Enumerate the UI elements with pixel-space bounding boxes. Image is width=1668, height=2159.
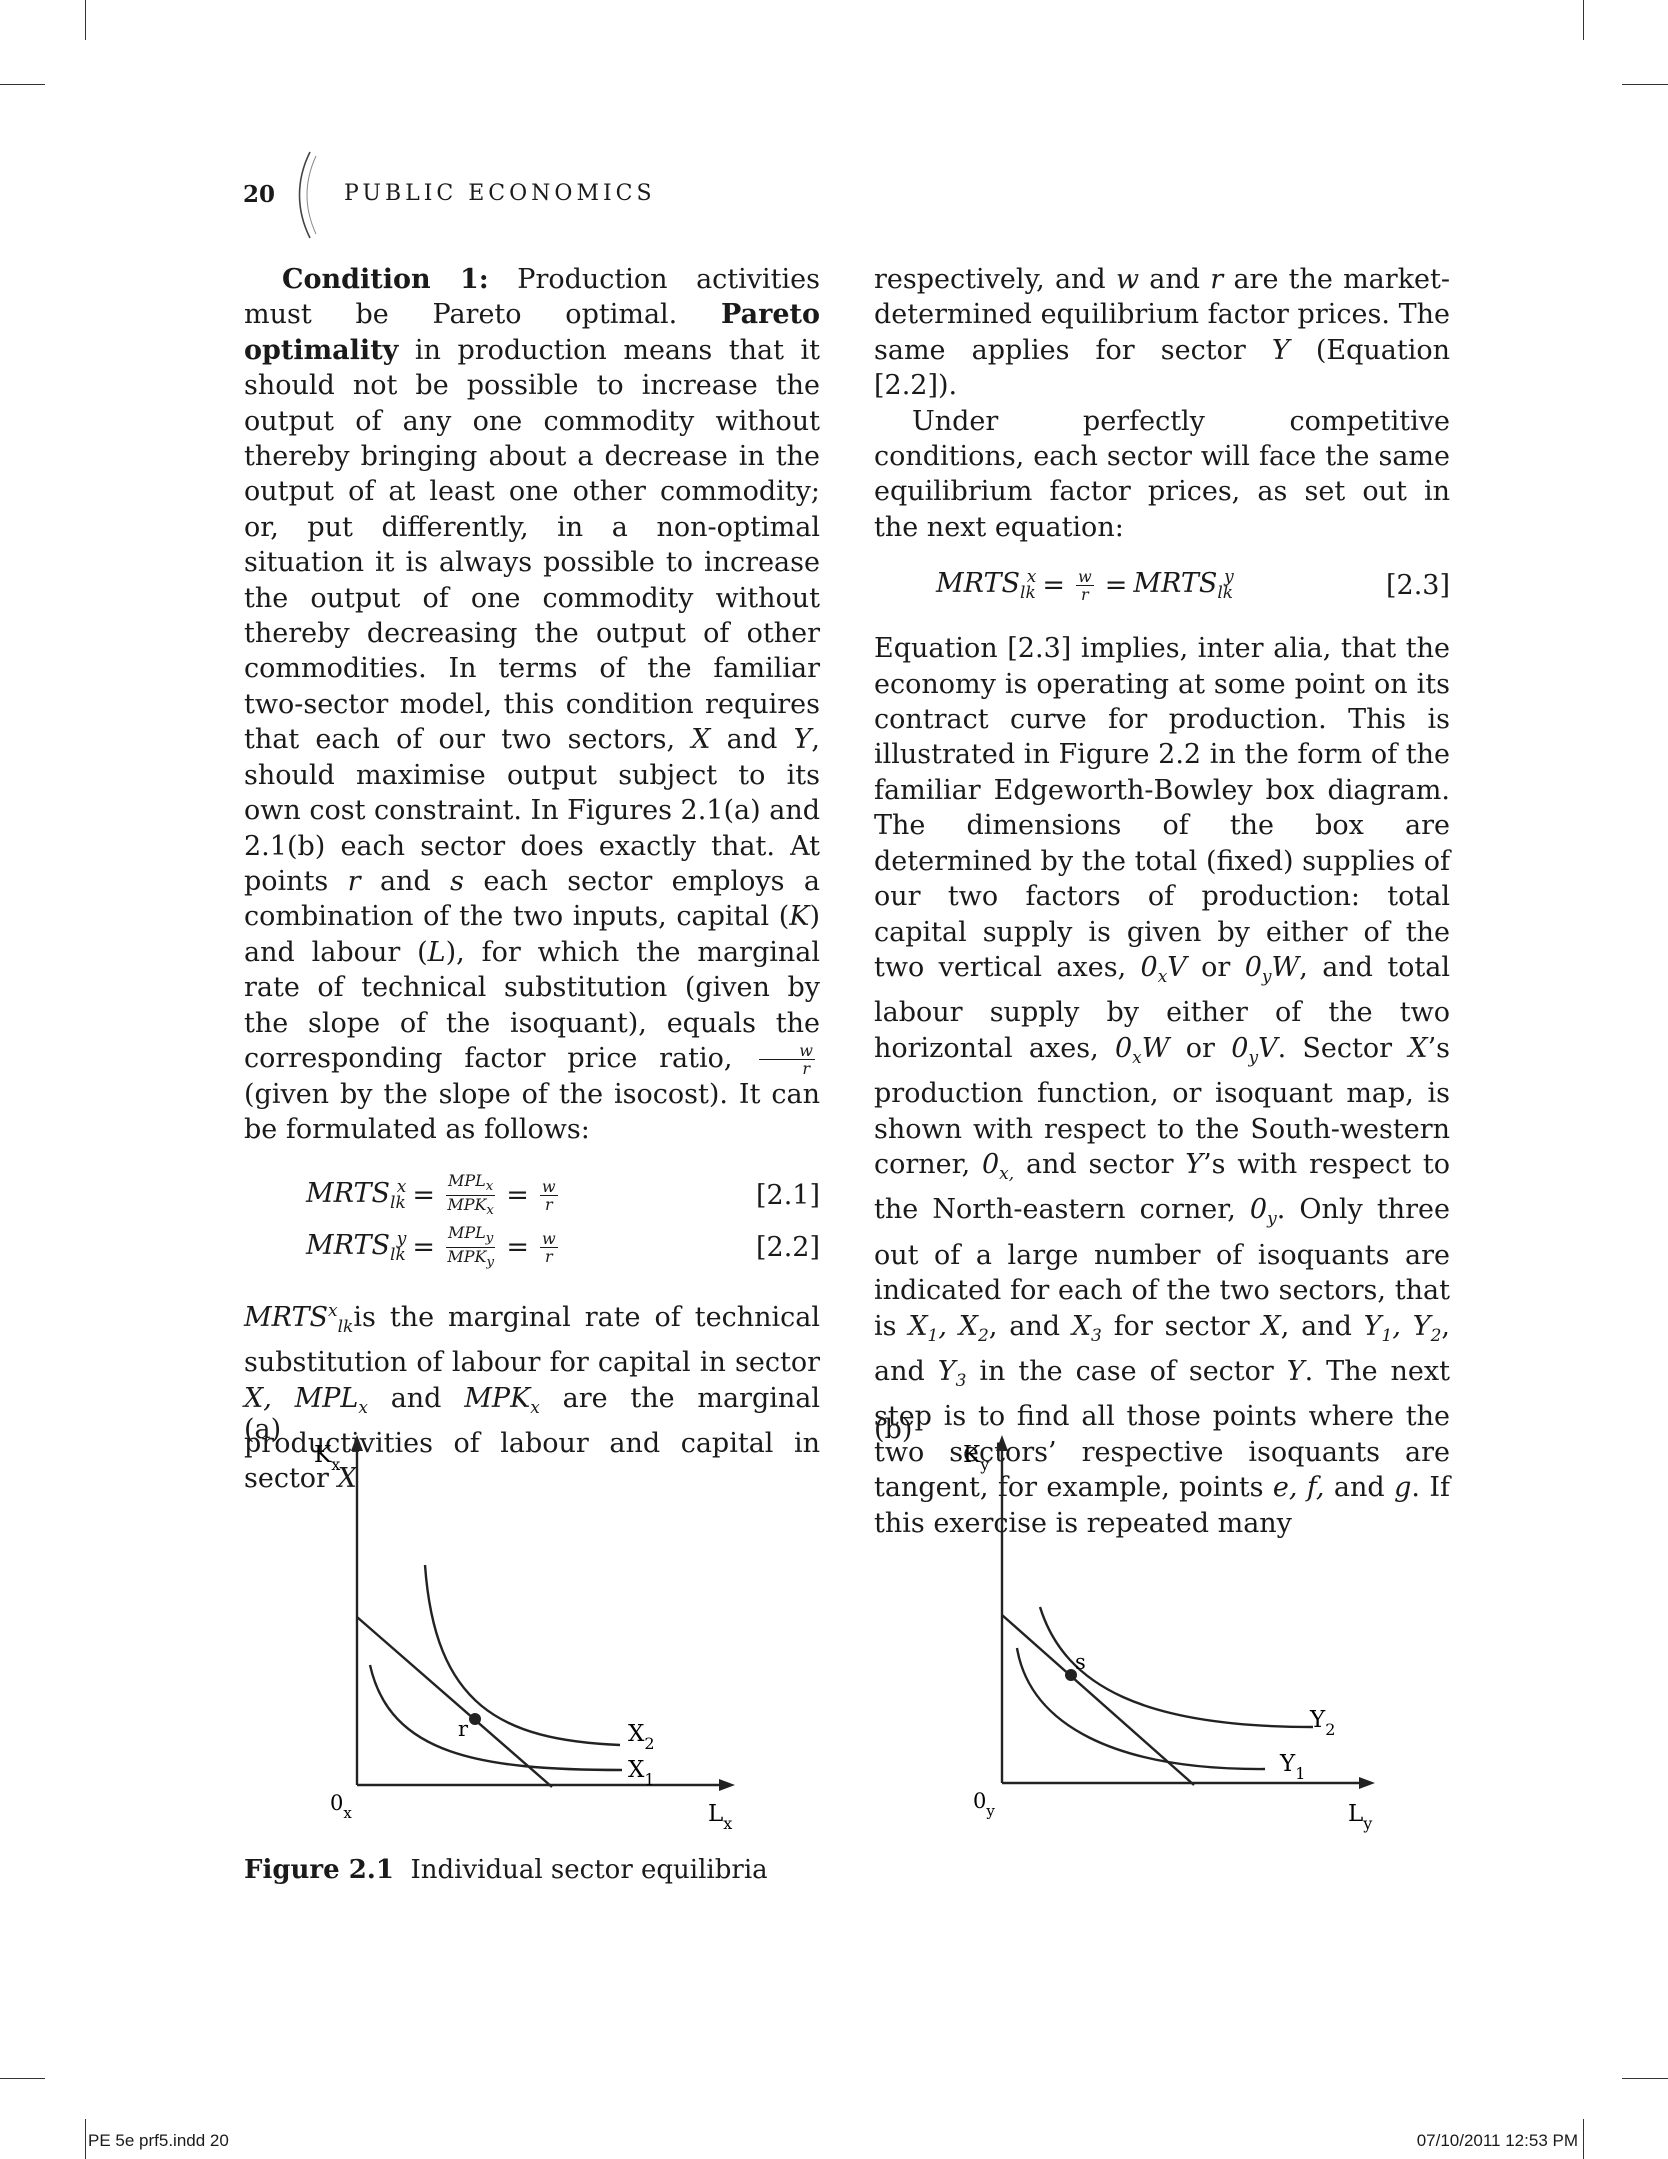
b-y-axis-label: Ky [963, 1442, 989, 1474]
crop-mark [0, 84, 45, 85]
paragraph: respectively, and w and r are the market… [874, 262, 1450, 404]
crop-mark [1622, 84, 1668, 85]
running-title: PUBLIC ECONOMICS [344, 181, 656, 206]
figure-panel-b: Ky Ly 0y s Y2 Y1 [963, 1435, 1375, 1833]
text: r [347, 865, 361, 897]
paragraph: MRTSxlkis the marginal rate of technical… [244, 1300, 820, 1495]
text: X, [244, 1382, 272, 1414]
text: X [691, 724, 711, 756]
panel-a-label: (a) [244, 1414, 282, 1445]
text: and [367, 1382, 465, 1414]
text: ’s production function, or isoquant map,… [874, 1032, 1451, 1180]
right-column: respectively, and w and r are the market… [874, 262, 1450, 1541]
text: . Sector [1277, 1032, 1409, 1064]
text: (given by the slope of the isocost). It … [244, 1078, 820, 1146]
equation-number: [2.2] [755, 1232, 820, 1264]
text: ’s with respect to the North-eastern cor… [874, 1148, 1450, 1226]
a-x-axis-label: Lx [708, 1801, 732, 1833]
text: and [1324, 1472, 1395, 1504]
text: Equation [2.3] implies, inter alia, that… [874, 633, 1450, 983]
text: Y [1286, 1355, 1305, 1387]
text: (Equation [2.2]). [874, 334, 1450, 402]
paragraph: Under perfectly competitive conditions, … [874, 405, 1450, 543]
b-point-label: s [1075, 1650, 1086, 1674]
paragraph: Equation [2.3] implies, inter alia, that… [874, 633, 1451, 1539]
text: , and total labour supply by either of t… [874, 951, 1451, 1064]
caption-label: Figure 2.1 [244, 1855, 394, 1885]
text: and sector [1014, 1148, 1186, 1180]
b-origin-label: 0y [973, 1789, 995, 1820]
text: s [450, 865, 464, 897]
text: , and [874, 1310, 1450, 1387]
header-ornament-icon [298, 151, 317, 239]
text: in the case of sector [966, 1355, 1287, 1387]
crop-mark [1583, 2119, 1584, 2159]
figure-caption: Figure 2.1 Individual sector equilibria [244, 1855, 768, 1885]
a-y-axis-label: Kx [314, 1442, 340, 1474]
text: respectively, and [874, 264, 1116, 295]
equation-number: [2.3] [1385, 569, 1450, 601]
page-number: 20 [243, 181, 276, 208]
crop-mark [85, 0, 86, 40]
left-column: Condition 1: Production activities must … [244, 262, 820, 1497]
text: are the market-determined equilibrium fa… [874, 264, 1451, 366]
caption-text: Individual sector equilibria [410, 1855, 768, 1885]
text: is the marginal rate of technical substi… [244, 1301, 820, 1379]
text: ), for which the marginal rate of techni… [244, 936, 820, 1074]
text: Y [1185, 1148, 1204, 1180]
a-origin-label: 0x [330, 1791, 352, 1822]
crop-mark [0, 2078, 45, 2079]
text: X [1261, 1310, 1281, 1342]
text: X [337, 1463, 357, 1495]
footer-date: 07/10/2011 12:53 PM [1416, 2131, 1578, 2150]
condition-label: Condition 1: [282, 264, 489, 295]
text: Y [793, 724, 812, 756]
a-isoquant-upper-label: X2 [628, 1721, 655, 1753]
text: ) and labour ( [244, 901, 820, 968]
text: each sector employs a combination of the… [244, 865, 820, 933]
a-isoquant-lower-label: X1 [628, 1757, 655, 1789]
text: X [1408, 1032, 1428, 1064]
crop-mark [1583, 0, 1584, 40]
text: and [1139, 264, 1211, 295]
text: g [1394, 1472, 1412, 1504]
text: L [427, 936, 446, 968]
crop-mark [1622, 2078, 1668, 2079]
footer-file: PE 5e prf5.indd 20 [88, 2131, 229, 2150]
text: , and [988, 1310, 1072, 1342]
figure-panel-a: Kx Lx 0x r X2 X1 [314, 1435, 735, 1833]
text: or [1169, 1032, 1232, 1064]
text: in production means that it should not b… [244, 334, 820, 756]
text: w [1115, 264, 1140, 295]
paragraph: Condition 1: Production activities must … [244, 262, 820, 1148]
b-x-axis-label: Ly [1348, 1801, 1372, 1833]
text: , and [1280, 1310, 1364, 1342]
text: are the marginal productivities of labou… [244, 1382, 820, 1495]
text: , should maximise output subject to its … [244, 724, 820, 897]
text: Production activities must be Pareto opt… [244, 264, 820, 331]
text: Y [1271, 334, 1290, 366]
a-point-label: r [458, 1717, 469, 1741]
text: or [1186, 951, 1245, 983]
crop-mark [85, 2119, 86, 2159]
text: . Only three out of a large number of is… [874, 1194, 1450, 1342]
equation-number: [2.1] [755, 1180, 820, 1212]
text: . If this exercise is repeated many [874, 1472, 1451, 1539]
text: K [789, 901, 810, 933]
text: and [360, 865, 451, 897]
b-isoquant-upper-label: Y2 [1309, 1707, 1335, 1739]
text: . The next step is to find all those poi… [874, 1355, 1450, 1504]
text: and [710, 724, 794, 756]
b-isoquant-lower-label: Y1 [1279, 1751, 1305, 1783]
text: for sector [1101, 1310, 1262, 1342]
text: r [1210, 264, 1224, 295]
text: e, f, [1272, 1472, 1325, 1504]
panel-b-label: (b) [874, 1414, 913, 1445]
term: Pareto optimality [244, 299, 820, 366]
